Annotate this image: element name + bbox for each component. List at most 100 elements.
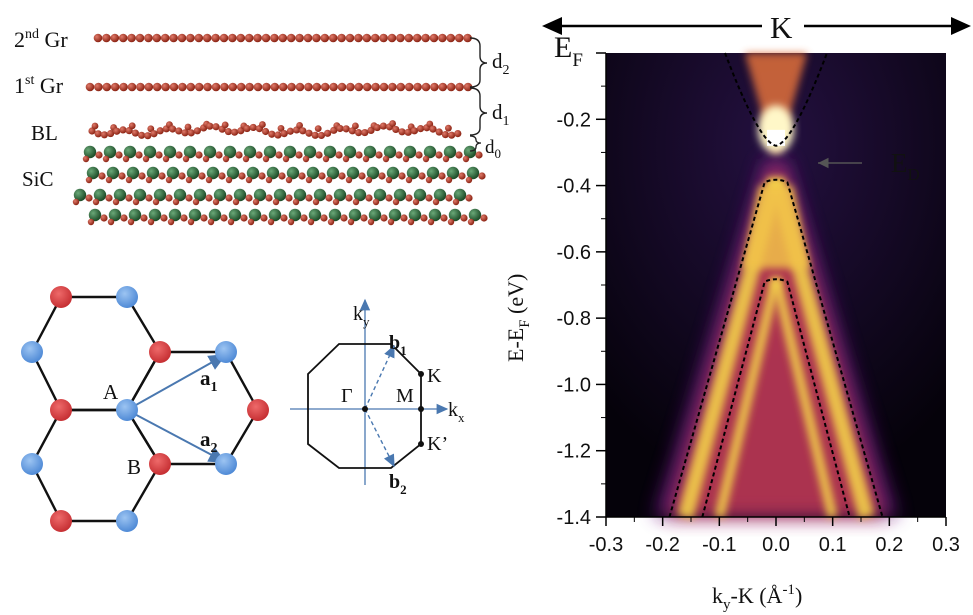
silicon-atom xyxy=(146,166,160,180)
buffer-carbon-atom xyxy=(169,125,177,133)
sublattice-a-site xyxy=(116,399,138,421)
carbon-atom xyxy=(228,33,237,43)
vector-b1-arrow xyxy=(364,344,395,410)
carbon-atom xyxy=(421,33,430,43)
substrate-carbon-atom xyxy=(395,151,403,159)
substrate-carbon-atom xyxy=(155,151,163,159)
substrate-carbon-atom xyxy=(292,198,300,206)
substrate-carbon-atom xyxy=(327,218,335,226)
carbon-atom xyxy=(211,82,221,92)
x-axis-label: ky-K (Å-1) xyxy=(712,582,802,613)
substrate-carbon-atom xyxy=(460,214,468,222)
silicon-atom xyxy=(228,208,242,222)
label-site-b: B xyxy=(127,455,141,479)
silicon-atom xyxy=(113,188,127,202)
substrate-carbon-atom xyxy=(345,194,353,202)
carbon-atom xyxy=(110,82,120,92)
substrate-carbon-atom xyxy=(420,214,428,222)
silicon-atom xyxy=(206,166,220,180)
substrate-carbon-atom xyxy=(432,198,440,206)
vector-a2-arrow xyxy=(126,409,227,463)
substrate-carbon-atom xyxy=(92,198,100,206)
bracket-d2 xyxy=(469,37,488,88)
bracket-d0 xyxy=(469,135,482,152)
substrate-carbon-atom xyxy=(405,194,413,202)
sublattice-a-site xyxy=(21,453,43,475)
carbon-atom xyxy=(312,33,321,43)
buffer-carbon-atom xyxy=(262,127,270,136)
carbon-atom xyxy=(287,82,296,92)
buffer-carbon-atom xyxy=(187,129,195,137)
substrate-carbon-atom xyxy=(185,194,193,202)
carbon-atom xyxy=(118,33,128,43)
layer-structure-panel: 2nd Gr 1st Gr BL SiC d2 d1 d0 xyxy=(14,27,510,226)
substrate-carbon-atom xyxy=(340,214,348,222)
substrate-carbon-atom xyxy=(367,218,375,226)
substrate-carbon-atom xyxy=(365,194,373,202)
carbon-atom xyxy=(303,33,313,43)
silicon-atom xyxy=(246,166,260,180)
carbon-atom xyxy=(102,33,111,43)
substrate-carbon-atom xyxy=(338,172,346,180)
carbon-atom xyxy=(388,82,397,92)
silicon-atom xyxy=(343,145,357,159)
buffer-carbon-atom xyxy=(398,128,406,136)
silicon-atom xyxy=(443,145,457,159)
buffer-carbon-atom xyxy=(280,129,288,138)
substrate-carbon-atom xyxy=(225,194,233,202)
carbon-atom xyxy=(261,33,271,43)
label-a2: a2 xyxy=(200,427,218,456)
substrate-carbon-atom xyxy=(407,218,415,226)
buffer-carbon-atom xyxy=(317,131,325,140)
buffer-carbon-atom xyxy=(94,130,102,138)
carbon-atom xyxy=(328,33,338,43)
silicon-atom xyxy=(128,208,142,222)
carbon-atom xyxy=(253,82,263,92)
buffer-carbon-atom xyxy=(181,129,189,137)
sublattice-a-site xyxy=(116,286,138,308)
carbon-atom xyxy=(178,82,187,92)
carbon-atom xyxy=(370,33,380,43)
silicon-atom xyxy=(268,208,282,222)
arpes-panel: K EF ED -0.2 -0.4 -0.6 -0.8 -1.0 -1.2 -1.4 -0.3… xyxy=(503,10,971,613)
label-2nd-gr: 2nd Gr xyxy=(14,27,68,52)
buffer-carbon-atom xyxy=(91,122,99,130)
substrate-carbon-atom xyxy=(320,214,328,222)
silicon-atom xyxy=(293,188,307,202)
carbon-atom xyxy=(253,33,262,43)
hexagon-bond-ring xyxy=(30,295,162,412)
substrate-carbon-atom xyxy=(445,176,453,184)
sic-substrate-atoms xyxy=(72,145,488,226)
substrate-carbon-atom xyxy=(378,172,386,180)
substrate-carbon-atom xyxy=(198,172,206,180)
substrate-carbon-atom xyxy=(278,172,286,180)
substrate-carbon-atom xyxy=(447,218,455,226)
silicon-atom xyxy=(226,166,240,180)
silicon-atom xyxy=(253,188,267,202)
silicon-atom xyxy=(406,166,420,180)
y-tick-label: -1.0 xyxy=(557,374,591,396)
sublattice-b-site xyxy=(50,399,72,421)
buffer-carbon-atom xyxy=(429,125,437,133)
silicon-atom xyxy=(366,166,380,180)
substrate-carbon-atom xyxy=(305,194,313,202)
label-1st-gr: 1st Gr xyxy=(14,73,64,98)
carbon-atom xyxy=(412,33,422,43)
substrate-carbon-atom xyxy=(400,214,408,222)
substrate-carbon-atom xyxy=(105,194,113,202)
substrate-carbon-atom xyxy=(107,218,115,226)
buffer-carbon-atom xyxy=(144,132,152,140)
graphene-layer-2-atoms xyxy=(93,33,472,43)
buffer-carbon-atom xyxy=(119,126,127,134)
substrate-carbon-atom xyxy=(372,198,380,206)
y-axis-label: E-EF (eV) xyxy=(503,274,533,362)
silicon-atom xyxy=(453,188,467,202)
substrate-carbon-atom xyxy=(380,214,388,222)
silicon-atom xyxy=(123,145,137,159)
carbon-atom xyxy=(278,33,288,43)
substrate-carbon-atom xyxy=(120,214,128,222)
silicon-atom xyxy=(308,208,322,222)
carbon-atom xyxy=(430,82,439,92)
honeycomb-lattice-panel: A B a1 a2 xyxy=(21,286,269,532)
substrate-carbon-atom xyxy=(195,151,203,159)
